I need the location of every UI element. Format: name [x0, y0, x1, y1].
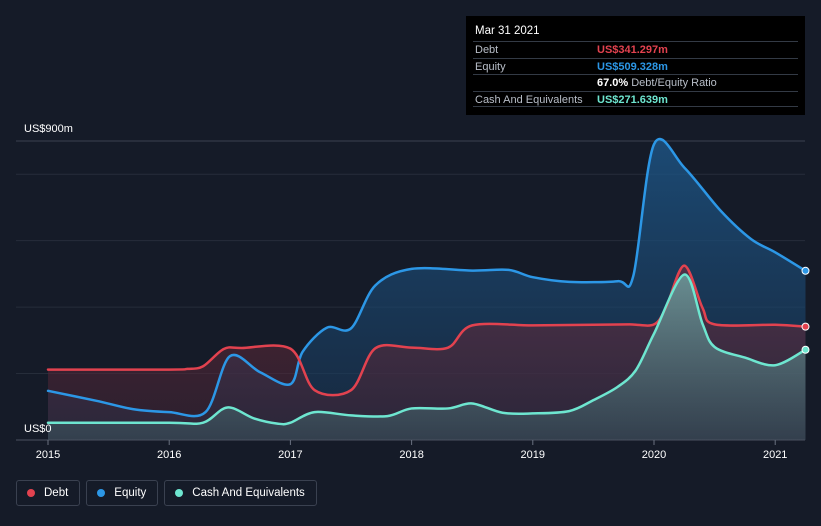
series-lines [46, 137, 807, 426]
data-tooltip: Mar 31 2021 Debt US$341.297m Equity US$5… [466, 16, 805, 115]
marker-equity [801, 266, 810, 275]
legend-item-equity[interactable]: Equity [86, 480, 159, 506]
x-tick-label: 2015 [36, 449, 60, 461]
legend-dot-debt-icon [27, 489, 35, 497]
x-tick-label: 2020 [642, 449, 666, 461]
tooltip-row-cash: Cash And Equivalents US$271.639m [473, 90, 798, 107]
y-max-label: US$900m [24, 123, 73, 135]
tooltip-row-equity: Equity US$509.328m [473, 57, 798, 75]
legend-dot-equity-icon [97, 489, 106, 497]
legend-item-debt[interactable]: Debt [16, 480, 81, 506]
tooltip-debt-key: Debt [475, 44, 499, 56]
tooltip-ratio: 67.0% Debt/Equity Ratio [597, 75, 717, 91]
tooltip-debt-value: US$341.297m [597, 44, 668, 56]
line-debt [46, 264, 807, 397]
tooltip-date: Mar 31 2021 [475, 25, 540, 37]
tooltip-equity-key: Equity [475, 60, 506, 73]
x-tick-label: 2016 [157, 449, 181, 461]
x-tick-label: 2018 [399, 449, 423, 461]
tooltip-ratio-label: Debt/Equity Ratio [631, 77, 717, 89]
tooltip-cash-key: Cash And Equivalents [475, 93, 583, 106]
legend-item-cash[interactable]: Cash And Equivalents [164, 480, 317, 506]
series-end-markers [801, 266, 810, 354]
legend-label-cash: Cash And Equivalents [192, 487, 305, 499]
legend-label-debt: Debt [44, 487, 69, 499]
axes: 2015 2016 2017 2018 2019 2020 2021 US$900m US$0 [16, 123, 805, 461]
x-tick-label: 2019 [521, 449, 545, 461]
tooltip-row-debt: Debt US$341.297m [473, 41, 798, 58]
line-equity [46, 137, 807, 418]
line-cash [46, 273, 807, 426]
legend-dot-cash-icon [175, 489, 184, 497]
tooltip-cash-value: US$271.639m [597, 93, 668, 106]
marker-cash [801, 345, 810, 354]
series-areas [48, 139, 806, 440]
tooltip-equity-value: US$509.328m [597, 60, 668, 73]
area-cash [48, 274, 806, 440]
tooltip-ratio-key [473, 75, 597, 91]
legend-label-equity: Equity [114, 487, 147, 499]
y-min-label: US$0 [24, 423, 52, 435]
x-tick-label: 2021 [763, 449, 787, 461]
x-tick-label: 2017 [278, 449, 302, 461]
legend: Debt Equity Cash And Equivalents [16, 480, 317, 506]
marker-debt [801, 322, 810, 331]
tooltip-row-ratio: 67.0% Debt/Equity Ratio [473, 74, 798, 91]
tooltip-ratio-value: 67.0% [597, 77, 629, 89]
